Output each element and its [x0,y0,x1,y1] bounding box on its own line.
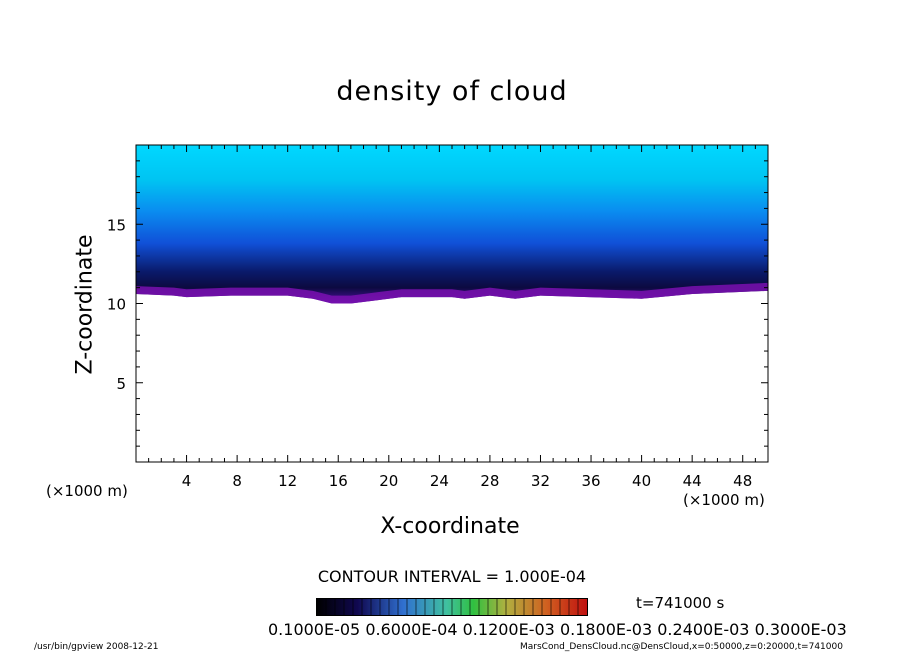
footer-program-date: /usr/bin/gpview 2008-12-21 [34,642,159,652]
y-tick-label: 15 [107,216,126,234]
x-tick-label: 36 [581,472,600,490]
x-tick-label: 16 [329,472,348,490]
chart-title: density of cloud [336,76,568,107]
x-tick-label: 24 [430,472,449,490]
x-tick-label: 4 [182,472,192,490]
x-tick-label: 32 [531,472,550,490]
x-axis-label: X-coordinate [380,514,520,539]
time-label: t=741000 s [636,594,725,612]
x-unit-label-right: (×1000 m) [683,491,765,509]
x-tick-label: 12 [278,472,297,490]
colorbar-swatch [317,599,587,615]
contour-interval: CONTOUR INTERVAL = 1.000E-04 [317,567,587,586]
colorbar-labels: 0.1000E-05 0.6000E-04 0.1200E-03 0.1800E… [268,620,847,639]
cloud-density-region [136,145,768,304]
x-tick-label: 48 [733,472,752,490]
cloud-field [136,145,768,304]
cloud-base-fringe [136,282,768,304]
y-tick-label: 5 [116,375,126,393]
x-unit-label-left: (×1000 m) [46,482,128,500]
y-tick-label: 10 [107,296,126,314]
x-tick-label: 44 [683,472,702,490]
x-tick-label: 20 [379,472,398,490]
footer-file-info: MarsCond_DensCloud.nc@DensCloud,x=0:5000… [520,642,843,652]
x-tick-label: 40 [632,472,651,490]
x-tick-label: 28 [480,472,499,490]
y-axis-label: Z-coordinate [72,234,98,375]
colorbar [316,598,588,616]
x-tick-label: 8 [232,472,242,490]
